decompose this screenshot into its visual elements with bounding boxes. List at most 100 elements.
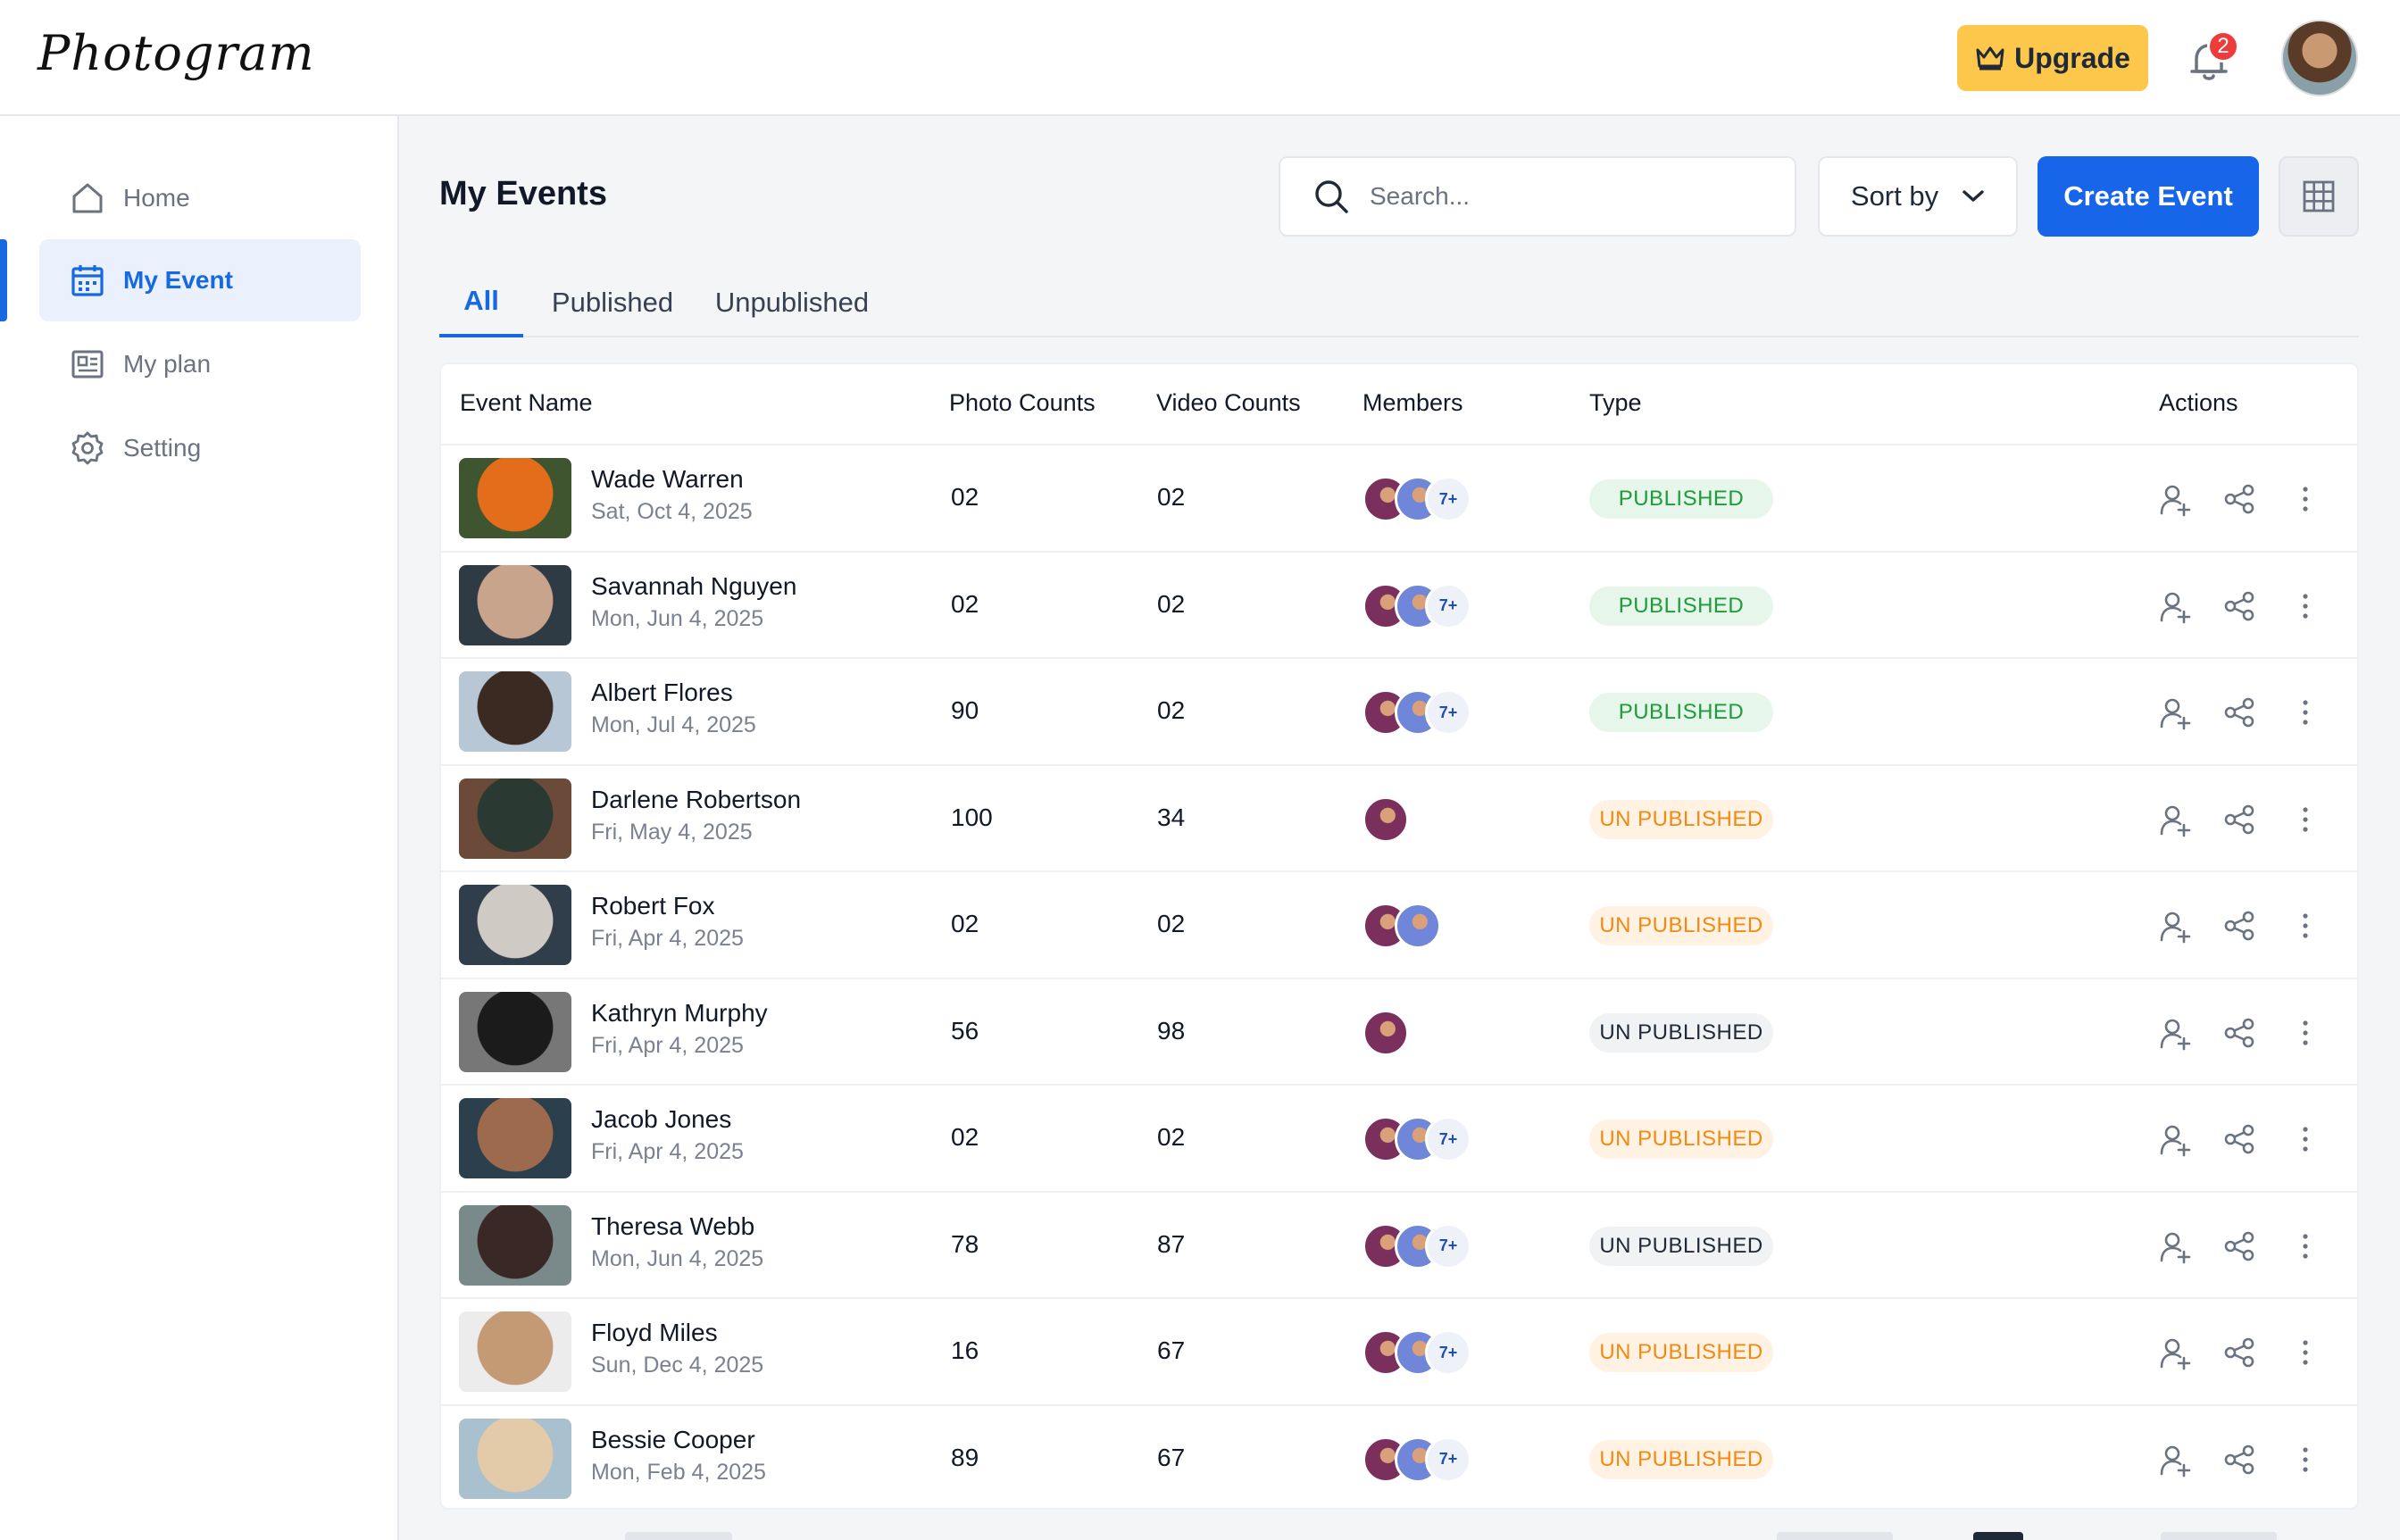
table-row[interactable]: Theresa Webb Mon, Jun 4, 2025 78 87 7+ UN PUB… (441, 1190, 2357, 1298)
members-stack[interactable]: 7+ (1362, 582, 1479, 629)
upgrade-button[interactable]: Upgrade (1957, 25, 2148, 91)
members-stack[interactable] (1362, 903, 1479, 949)
table-row[interactable]: Savannah Nguyen Mon, Jun 4, 2025 02 02 7+ PUB… (441, 550, 2357, 658)
pagination-next[interactable] (2161, 1532, 2277, 1540)
share-button[interactable] (2221, 1121, 2257, 1157)
event-thumbnail[interactable] (459, 1098, 571, 1178)
more-vertical-button[interactable] (2288, 1228, 2323, 1264)
more-vertical-button[interactable] (2288, 1442, 2323, 1478)
search-input[interactable] (1370, 182, 1762, 211)
add-user-button[interactable] (2157, 1015, 2193, 1051)
event-thumbnail[interactable] (459, 1204, 571, 1286)
share-button[interactable] (2221, 1335, 2257, 1370)
table-row[interactable]: Floyd Miles Sun, Dec 4, 2025 16 67 7+ UN PUBL… (441, 1297, 2357, 1404)
members-stack[interactable]: 7+ (1362, 1329, 1479, 1376)
add-user-icon (2160, 1125, 2191, 1157)
add-user-button[interactable] (2157, 802, 2193, 837)
pagination-active-page[interactable] (1973, 1532, 2023, 1540)
share-button[interactable] (2221, 1015, 2257, 1051)
add-user-button[interactable] (2157, 588, 2193, 624)
pagination-prev[interactable] (625, 1532, 732, 1540)
members-stack[interactable] (1362, 1009, 1479, 1056)
event-name[interactable]: Floyd Miles (591, 1319, 718, 1346)
share-button[interactable] (2221, 908, 2257, 944)
event-thumbnail[interactable] (459, 671, 571, 752)
create-event-button[interactable]: Create Event (2038, 156, 2259, 237)
event-name[interactable]: Darlene Robertson (591, 785, 802, 813)
share-button[interactable] (2221, 481, 2257, 517)
event-name[interactable]: Savannah Nguyen (591, 571, 797, 600)
event-name[interactable]: Bessie Cooper (591, 1425, 755, 1453)
event-thumbnail[interactable] (459, 778, 571, 859)
add-user-button[interactable] (2157, 1335, 2193, 1370)
more-members-badge[interactable]: 7+ (1425, 1329, 1471, 1376)
table-row[interactable]: Jacob Jones Fri, Apr 4, 2025 02 02 7+ UN PUBL… (441, 1084, 2357, 1191)
share-button[interactable] (2221, 588, 2257, 624)
table-row[interactable]: Robert Fox Fri, Apr 4, 2025 02 02 UN PUBLISH… (441, 870, 2357, 978)
event-thumbnail[interactable] (459, 885, 571, 965)
more-members-badge[interactable]: 7+ (1425, 1436, 1471, 1483)
tab-published[interactable]: Published (551, 287, 674, 318)
table-row[interactable]: Bessie Cooper Mon, Feb 4, 2025 89 67 7+ UN PU… (441, 1403, 2357, 1511)
user-avatar[interactable] (2281, 20, 2358, 96)
add-user-button[interactable] (2157, 1442, 2193, 1478)
event-name[interactable]: Kathryn Murphy (591, 998, 768, 1027)
sidebar-item-setting[interactable]: Setting (39, 407, 361, 489)
video-count: 98 (1157, 1016, 1186, 1045)
table-row[interactable]: Kathryn Murphy Fri, Apr 4, 2025 56 98 UN PUB… (441, 977, 2357, 1085)
event-thumbnail[interactable] (459, 991, 571, 1072)
event-name[interactable]: Jacob Jones (591, 1105, 732, 1133)
more-members-badge[interactable]: 7+ (1425, 1222, 1471, 1269)
share-button[interactable] (2221, 1228, 2257, 1264)
event-name[interactable]: Robert Fox (591, 892, 715, 920)
event-name[interactable]: Theresa Webb (591, 1211, 755, 1240)
tab-unpublished[interactable]: Unpublished (714, 287, 870, 318)
share-button[interactable] (2221, 1442, 2257, 1478)
event-thumbnail[interactable] (459, 564, 571, 645)
more-vertical-button[interactable] (2288, 695, 2323, 730)
share-button[interactable] (2221, 695, 2257, 730)
members-stack[interactable] (1362, 795, 1479, 843)
table-row[interactable]: Darlene Robertson Fri, May 4, 2025 100 34 UN… (441, 763, 2357, 871)
more-members-badge[interactable]: 7+ (1425, 582, 1471, 629)
more-vertical-button[interactable] (2288, 481, 2323, 517)
more-members-badge[interactable]: 7+ (1425, 689, 1471, 736)
members-stack[interactable]: 7+ (1362, 1116, 1479, 1162)
tab-all[interactable]: All (439, 268, 523, 337)
more-vertical-button[interactable] (2288, 1015, 2323, 1051)
sort-dropdown[interactable]: Sort by (1818, 156, 2018, 237)
app-logo[interactable]: Photogram (38, 25, 315, 81)
more-members-badge[interactable]: 7+ (1425, 476, 1471, 522)
more-members-badge[interactable]: 7+ (1425, 1116, 1471, 1162)
members-stack[interactable]: 7+ (1362, 1436, 1479, 1483)
members-stack[interactable]: 7+ (1362, 689, 1479, 736)
sidebar-item-my-event[interactable]: My Event (39, 239, 361, 321)
members-stack[interactable]: 7+ (1362, 476, 1479, 522)
sidebar-item-home[interactable]: Home (39, 157, 361, 239)
share-icon (2224, 1444, 2254, 1474)
more-vertical-button[interactable] (2288, 588, 2323, 624)
event-thumbnail[interactable] (459, 458, 571, 538)
photo-count: 78 (951, 1229, 979, 1258)
members-stack[interactable]: 7+ (1362, 1222, 1479, 1269)
more-vertical-button[interactable] (2288, 802, 2323, 837)
add-user-button[interactable] (2157, 695, 2193, 730)
table-row[interactable]: Albert Flores Mon, Jul 4, 2025 90 02 7+ PUBLI… (441, 657, 2357, 764)
add-user-button[interactable] (2157, 1121, 2193, 1157)
more-vertical-button[interactable] (2288, 1121, 2323, 1157)
grid-view-button[interactable] (2279, 156, 2359, 237)
more-vertical-button[interactable] (2288, 908, 2323, 944)
add-user-button[interactable] (2157, 481, 2193, 517)
search-box[interactable] (1279, 156, 1796, 237)
event-thumbnail[interactable] (459, 1418, 571, 1499)
add-user-button[interactable] (2157, 1228, 2193, 1264)
table-row[interactable]: Wade Warren Sat, Oct 4, 2025 02 02 7+ PUBLISH… (441, 444, 2357, 551)
add-user-button[interactable] (2157, 908, 2193, 944)
sidebar-item-my-plan[interactable]: My plan (39, 323, 361, 405)
event-thumbnail[interactable] (459, 1311, 571, 1392)
more-vertical-button[interactable] (2288, 1335, 2323, 1370)
header-actions: Actions (2159, 389, 2238, 416)
share-button[interactable] (2221, 802, 2257, 837)
event-name[interactable]: Wade Warren (591, 465, 744, 493)
event-name[interactable]: Albert Flores (591, 678, 733, 706)
